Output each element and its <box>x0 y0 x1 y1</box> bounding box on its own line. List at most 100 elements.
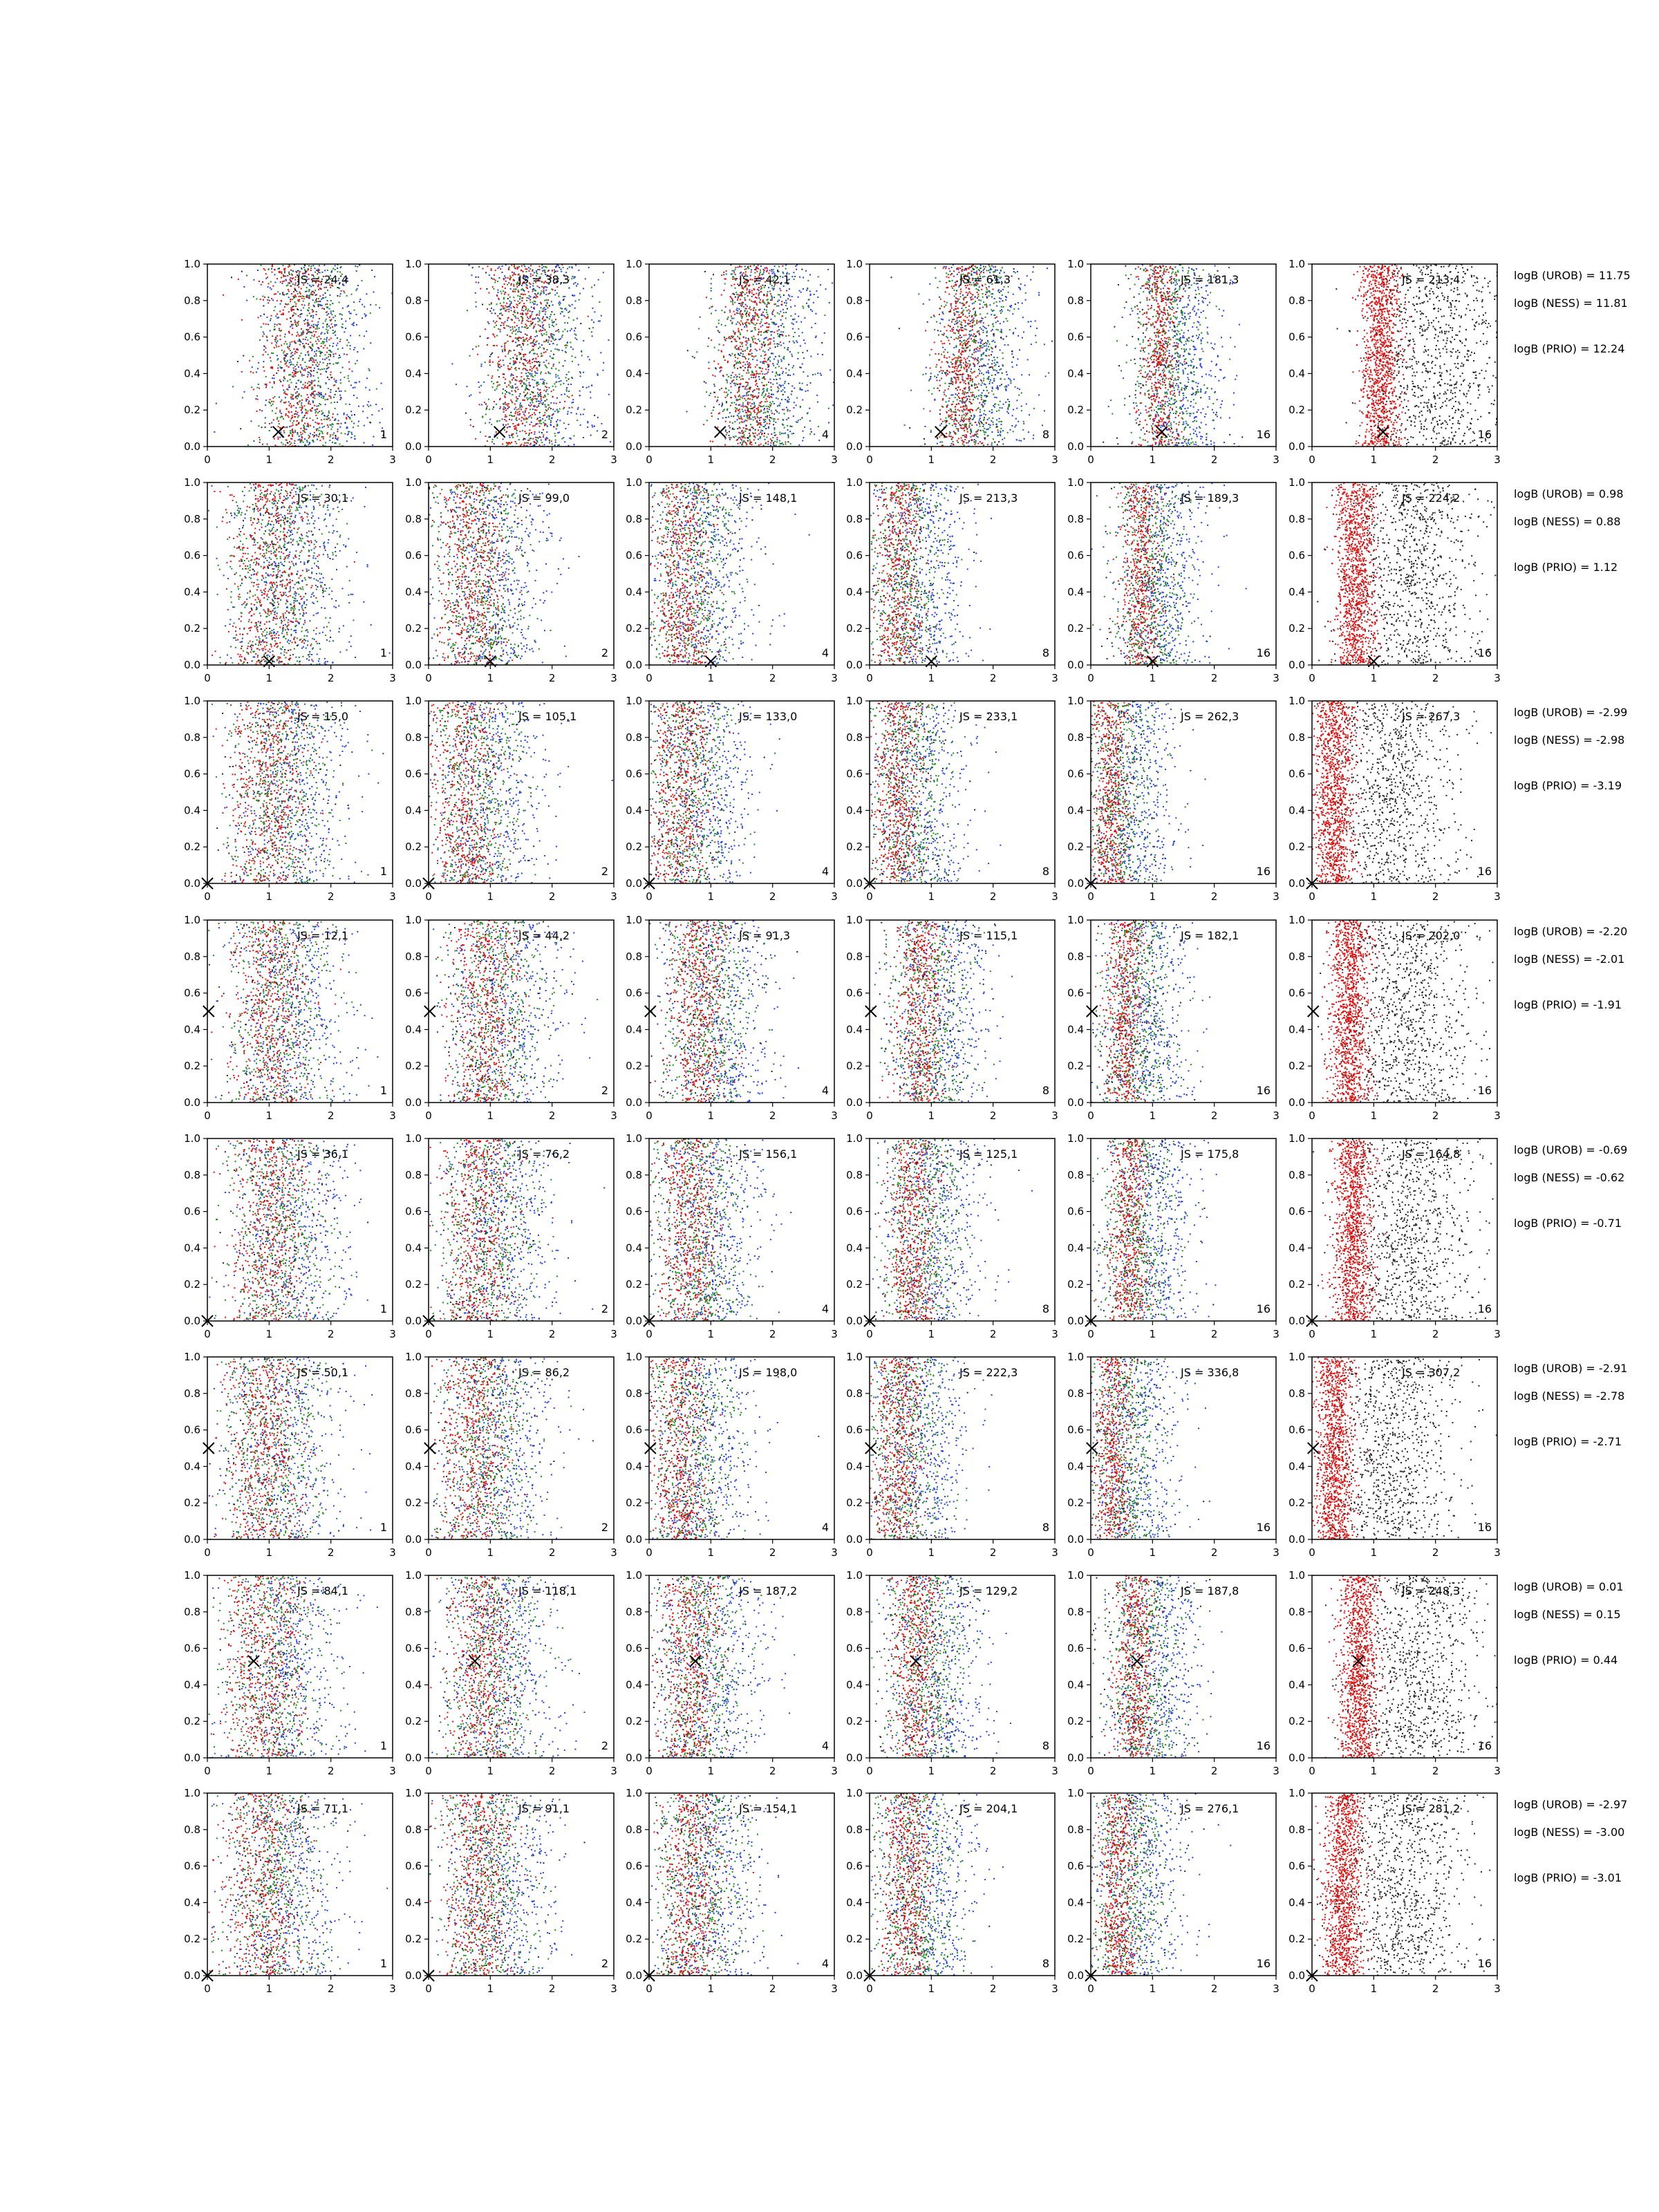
data-point <box>743 386 744 387</box>
data-point <box>540 329 541 330</box>
data-point <box>549 418 550 420</box>
data-point <box>371 270 373 271</box>
data-point <box>310 292 312 294</box>
data-point <box>729 425 730 427</box>
data-point <box>762 385 764 386</box>
data-point <box>727 319 728 320</box>
data-point <box>298 270 299 272</box>
data-point <box>312 382 313 384</box>
data-point <box>729 431 730 432</box>
data-point <box>551 288 552 290</box>
data-point <box>290 342 291 344</box>
data-point <box>337 429 339 430</box>
data-point <box>765 361 766 362</box>
data-point <box>516 283 518 284</box>
data-point <box>803 339 805 341</box>
data-point <box>809 408 810 409</box>
data-point <box>738 267 739 268</box>
data-point <box>765 412 766 413</box>
data-point <box>501 293 503 294</box>
data-point <box>739 337 740 339</box>
data-point <box>767 406 769 407</box>
data-point <box>544 415 545 416</box>
data-point <box>696 351 697 353</box>
data-point <box>738 328 739 330</box>
data-point <box>505 305 506 306</box>
data-point <box>539 364 541 366</box>
data-point <box>723 274 724 275</box>
data-point <box>561 271 562 272</box>
data-point <box>939 442 941 443</box>
data-point <box>292 424 294 426</box>
data-point <box>744 265 746 267</box>
data-point <box>370 422 371 423</box>
data-point <box>317 301 319 302</box>
data-point <box>314 379 315 381</box>
data-point <box>1036 328 1038 329</box>
data-point <box>332 317 334 318</box>
data-point <box>939 424 941 426</box>
data-point <box>516 400 518 402</box>
data-point <box>300 372 301 373</box>
data-point <box>306 290 308 292</box>
data-point <box>539 426 541 427</box>
data-point <box>524 415 525 416</box>
data-point <box>356 314 357 315</box>
data-point <box>506 444 507 446</box>
data-point <box>809 290 811 292</box>
data-point <box>777 405 778 406</box>
data-point <box>286 388 288 390</box>
data-point <box>271 268 272 270</box>
data-point <box>731 336 732 337</box>
data-point <box>717 427 718 428</box>
data-point <box>262 296 263 297</box>
data-point <box>545 391 547 392</box>
data-point <box>525 339 527 340</box>
data-point <box>740 316 742 317</box>
data-point <box>765 303 766 305</box>
data-point <box>310 394 312 395</box>
data-point <box>513 297 514 298</box>
data-point <box>514 350 515 351</box>
data-point <box>507 404 508 405</box>
data-point <box>737 308 738 309</box>
data-point <box>327 363 328 364</box>
data-point <box>735 274 736 275</box>
data-point <box>315 353 317 355</box>
data-point <box>787 434 789 435</box>
data-point <box>745 412 747 413</box>
data-point <box>774 341 775 342</box>
data-point <box>295 393 297 394</box>
data-point <box>525 313 527 315</box>
data-point <box>516 433 517 434</box>
data-point <box>294 351 296 353</box>
data-point <box>785 265 787 266</box>
data-point <box>302 295 303 297</box>
data-point <box>725 279 727 280</box>
data-point <box>500 312 502 314</box>
data-point <box>546 389 547 391</box>
data-point <box>738 312 739 314</box>
data-point <box>261 265 262 266</box>
data-point <box>747 416 748 418</box>
data-point <box>301 404 302 406</box>
data-point <box>751 375 752 376</box>
data-point <box>331 319 332 320</box>
data-point <box>740 292 741 293</box>
data-point <box>820 373 821 374</box>
data-point <box>755 324 756 326</box>
data-point <box>566 380 568 382</box>
data-point <box>751 377 752 378</box>
data-point <box>760 270 761 271</box>
y-tick-label: 0.2 <box>184 404 200 416</box>
data-point <box>357 285 359 286</box>
data-point <box>521 376 522 377</box>
data-point <box>290 362 292 363</box>
data-point <box>507 277 509 279</box>
data-point <box>310 347 312 348</box>
data-point <box>288 374 290 375</box>
data-point <box>537 441 538 442</box>
data-point <box>991 363 993 364</box>
data-point <box>759 418 760 419</box>
data-point <box>554 339 555 341</box>
